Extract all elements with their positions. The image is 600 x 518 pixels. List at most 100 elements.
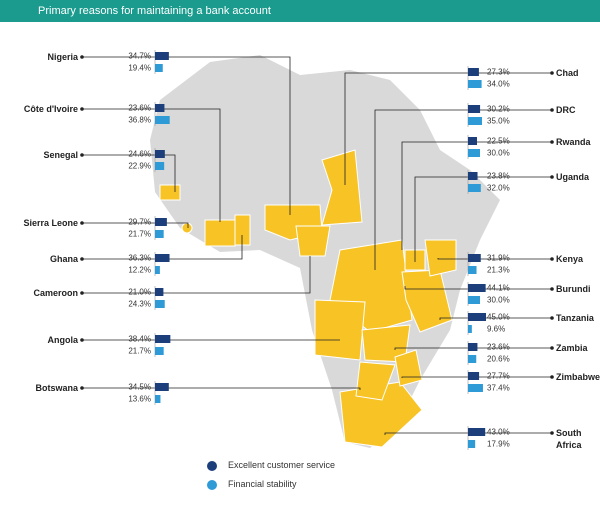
leader-line [82,154,176,192]
bar [155,52,169,60]
bar [155,104,165,112]
bar [155,288,164,296]
bar [155,395,161,403]
bar [468,184,481,192]
leader-dot [80,386,84,390]
leader-line [439,317,552,320]
bar [155,116,170,124]
leader-dot [80,338,84,342]
bar [468,117,482,125]
leader-dot [80,107,84,111]
value-label: 21.0% [128,288,151,297]
value-label: 32.0% [487,184,510,193]
bar [468,137,477,145]
legend-marker [207,480,217,490]
leader-dot [550,431,554,435]
value-label: 34.5% [128,383,151,392]
bar [155,347,164,355]
leader-line [82,256,311,294]
value-label: 38.4% [128,335,151,344]
value-label: 9.6% [487,325,505,334]
country-name: DRC [556,105,576,115]
value-label: 19.4% [128,64,151,73]
country-name: Côte d'Ivoire [23,104,78,114]
bar [155,383,169,391]
bar [468,266,477,274]
value-label: 21.7% [128,230,151,239]
leader-dot [550,287,554,291]
legend-marker [207,461,217,471]
leader-dot [80,55,84,59]
leader-line [374,109,552,270]
country-name: Kenya [556,254,584,264]
title: Primary reasons for maintaining a bank a… [0,0,600,22]
value-label: 31.9% [487,254,510,263]
leader-dot [550,140,554,144]
bar [155,300,165,308]
bar [468,105,481,113]
bar [155,230,164,238]
bar [155,266,160,274]
bar [468,296,480,304]
country-name: South Africa [556,428,582,450]
bar [468,254,481,262]
bar [468,149,480,157]
country-name: Burundi [556,284,591,294]
leader-dot [550,175,554,179]
value-label: 30.0% [487,296,510,305]
bar [468,372,480,380]
leader-line [401,141,552,250]
country-name: Zimbabwe [556,372,600,382]
value-label: 24.3% [128,300,151,309]
value-label: 24.6% [128,150,151,159]
value-label: 23.6% [487,343,510,352]
value-label: 36.8% [128,116,151,125]
country-name: Botswana [35,383,78,393]
bar [468,428,486,436]
bar [468,68,479,76]
bar [468,313,486,321]
bar [468,355,477,363]
country-name: Senegal [43,150,78,160]
country-name: Uganda [556,172,590,182]
value-label: 45.0% [487,313,510,322]
value-label: 21.3% [487,266,510,275]
leader-line [384,432,552,435]
leader-dot [550,375,554,379]
value-label: 23.8% [487,172,510,181]
bar [468,343,478,351]
country-name: Angola [47,335,79,345]
bar [468,384,483,392]
bar [155,254,170,262]
bar [468,172,478,180]
country-name: Zambia [556,343,588,353]
leader-line [82,387,361,390]
value-label: 22.9% [128,162,151,171]
bar [468,284,486,292]
value-label: 43.0% [487,428,510,437]
country-name: Nigeria [47,52,78,62]
leader-dot [80,257,84,261]
value-label: 34.7% [128,52,151,61]
leader-dot [550,257,554,261]
value-label: 17.9% [487,440,510,449]
leader-line [394,347,552,350]
bar [155,64,163,72]
leader-line [344,72,552,185]
leader-dot [80,221,84,225]
leader-line [82,222,189,228]
leader-line [404,286,552,290]
leader-line [82,56,291,215]
leader-line [414,176,552,262]
value-label: 27.3% [487,68,510,77]
bar [468,325,472,333]
value-label: 29.7% [128,218,151,227]
legend-label: Excellent customer service [228,460,336,470]
value-label: 30.2% [487,105,510,114]
value-label: 13.6% [128,395,151,404]
highlighted-countries [159,149,457,448]
value-label: 23.6% [128,104,151,113]
